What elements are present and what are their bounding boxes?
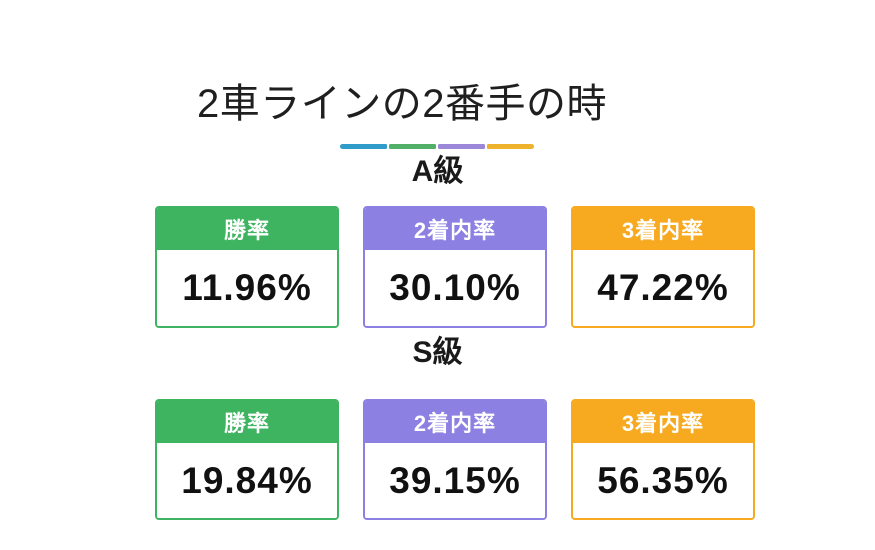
section-label-s-class: S級	[412, 336, 463, 369]
stat-card-header: 勝率	[157, 401, 337, 443]
stat-card: 3着内率 47.22%	[571, 206, 755, 328]
stat-card-row-s-class: 勝率 19.84% 2着内率 39.15% 3着内率 56.35%	[155, 399, 755, 520]
divider-segment-purple	[438, 144, 485, 149]
stat-card-header: 2着内率	[365, 401, 545, 443]
stat-card-value: 19.84%	[157, 443, 337, 518]
stat-card: 2着内率 30.10%	[363, 206, 547, 328]
divider-segment-yellow	[487, 144, 534, 149]
title-divider	[340, 144, 534, 149]
stat-card: 3着内率 56.35%	[571, 399, 755, 520]
stat-card-value: 56.35%	[573, 443, 753, 518]
divider-segment-green	[389, 144, 436, 149]
stat-card-value: 47.22%	[573, 250, 753, 326]
page-title: 2車ラインの2番手の時	[197, 82, 607, 126]
stat-card-value: 11.96%	[157, 250, 337, 326]
stat-card: 勝率 11.96%	[155, 206, 339, 328]
section-label-a-class: A級	[411, 155, 464, 188]
stat-card-row-a-class: 勝率 11.96% 2着内率 30.10% 3着内率 47.22%	[155, 206, 755, 328]
stat-card-value: 30.10%	[365, 250, 545, 326]
stat-card-header: 3着内率	[573, 401, 753, 443]
stat-card-value: 39.15%	[365, 443, 545, 518]
stat-card: 勝率 19.84%	[155, 399, 339, 520]
stat-card-header: 2着内率	[365, 208, 545, 250]
stat-card-header: 勝率	[157, 208, 337, 250]
divider-segment-blue	[340, 144, 387, 149]
stat-card: 2着内率 39.15%	[363, 399, 547, 520]
stat-card-header: 3着内率	[573, 208, 753, 250]
